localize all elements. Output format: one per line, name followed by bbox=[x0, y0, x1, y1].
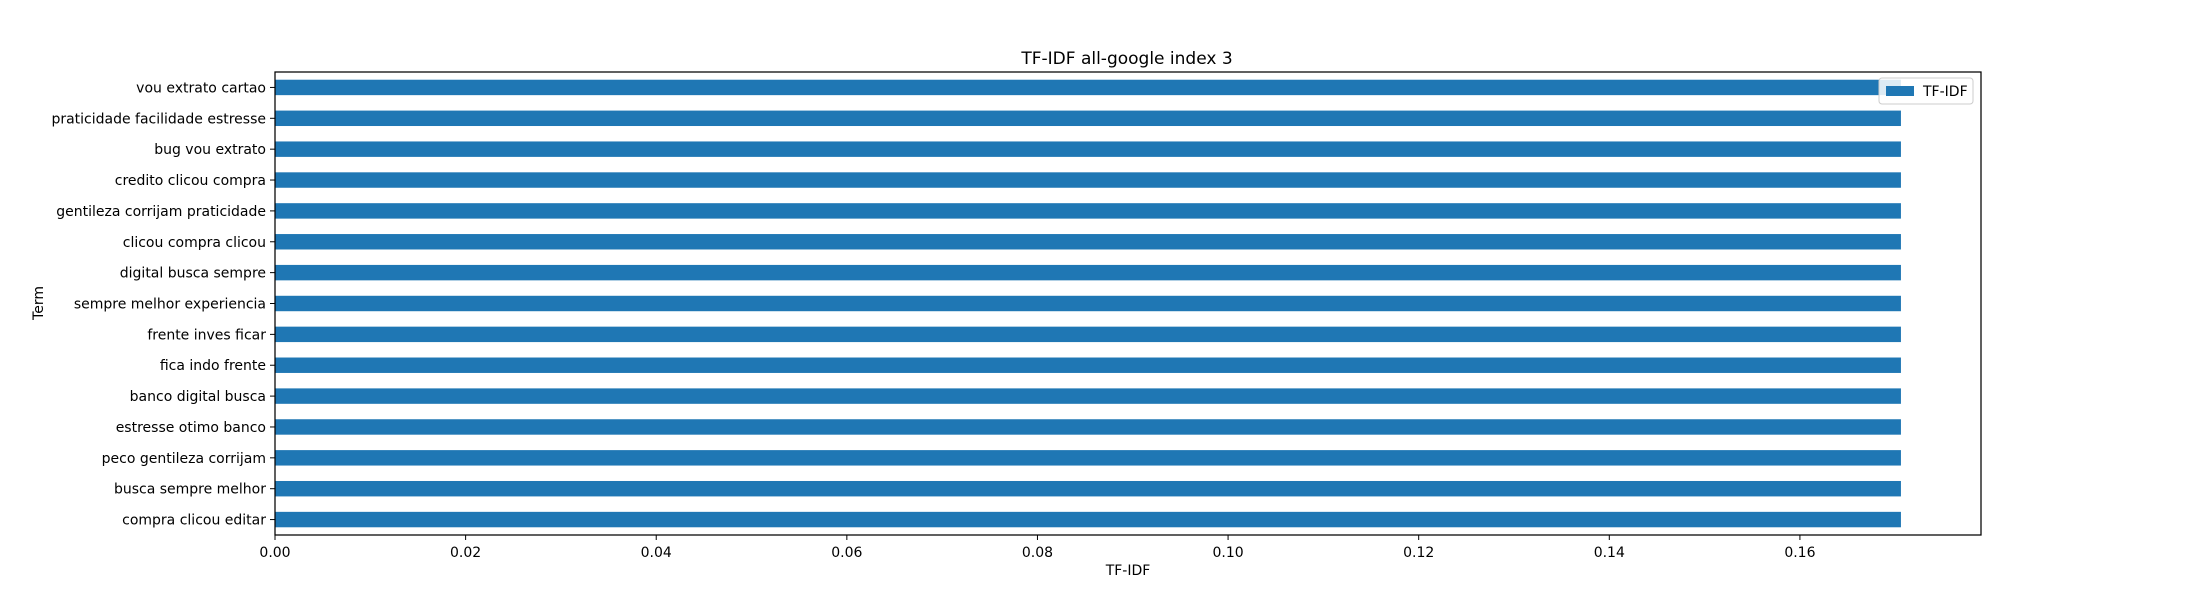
y-tick-label: banco digital busca bbox=[130, 389, 266, 405]
bar bbox=[275, 326, 1901, 343]
y-tick-label: sempre melhor experiencia bbox=[74, 297, 266, 313]
bar bbox=[275, 264, 1901, 281]
y-tick-label: gentileza corrijam praticidade bbox=[56, 204, 266, 220]
bar bbox=[275, 511, 1901, 528]
y-tick-label: bug vou extrato bbox=[154, 142, 266, 158]
y-tick-label: clicou compra clicou bbox=[123, 235, 266, 251]
bar bbox=[275, 141, 1901, 157]
y-tick-label: estresse otimo banco bbox=[116, 420, 266, 436]
y-axis-label: Term bbox=[31, 286, 47, 321]
x-tick-label: 0.14 bbox=[1594, 545, 1625, 561]
y-tick-label: credito clicou compra bbox=[115, 173, 266, 189]
x-axis-label: TF-IDF bbox=[1105, 563, 1151, 579]
plot-area-frame bbox=[274, 71, 1982, 536]
y-tick-label: busca sempre melhor bbox=[114, 482, 266, 498]
legend-box bbox=[1878, 77, 1974, 105]
x-tick-label: 0.08 bbox=[1022, 545, 1053, 561]
x-tick-label: 0.12 bbox=[1403, 545, 1434, 561]
x-tick-label: 0.16 bbox=[1784, 545, 1815, 561]
y-tick-label: compra clicou editar bbox=[122, 513, 266, 529]
bar bbox=[275, 357, 1901, 373]
legend-label: TF-IDF bbox=[1922, 84, 1968, 100]
y-tick-label: vou extrato cartao bbox=[136, 80, 266, 96]
bar bbox=[275, 419, 1901, 435]
bar bbox=[275, 110, 1901, 127]
y-tick-label: fica indo frente bbox=[160, 358, 266, 374]
legend-swatch bbox=[1886, 86, 1914, 96]
bar bbox=[275, 295, 1901, 312]
bar bbox=[275, 234, 1901, 250]
bar bbox=[275, 79, 1901, 96]
bar bbox=[275, 450, 1901, 466]
chart-title: TF-IDF all-google index 3 bbox=[1020, 49, 1232, 69]
bar bbox=[275, 388, 1901, 404]
bars-layer bbox=[275, 79, 1901, 528]
bar bbox=[275, 172, 1901, 188]
y-axis-ticks: vou extrato cartao praticidade facilidade… bbox=[51, 80, 275, 529]
y-tick-label: digital busca sempre bbox=[120, 266, 266, 282]
legend: TF-IDF bbox=[1878, 77, 1974, 105]
bar bbox=[275, 203, 1901, 219]
x-tick-label: 0.10 bbox=[1212, 545, 1243, 561]
x-axis-ticks: 0.00 0.02 0.04 0.06 0.08 0.10 0.12 0.14 0.16 bbox=[259, 535, 1816, 561]
x-tick-label: 0.00 bbox=[259, 545, 290, 561]
y-tick-label: frente inves ficar bbox=[147, 327, 266, 343]
y-tick-label: peco gentileza corrijam bbox=[102, 451, 266, 467]
x-tick-label: 0.04 bbox=[641, 545, 672, 561]
x-tick-label: 0.06 bbox=[831, 545, 862, 561]
x-tick-label: 0.02 bbox=[450, 545, 481, 561]
bar bbox=[275, 480, 1901, 497]
y-tick-label: praticidade facilidade estresse bbox=[51, 111, 266, 127]
